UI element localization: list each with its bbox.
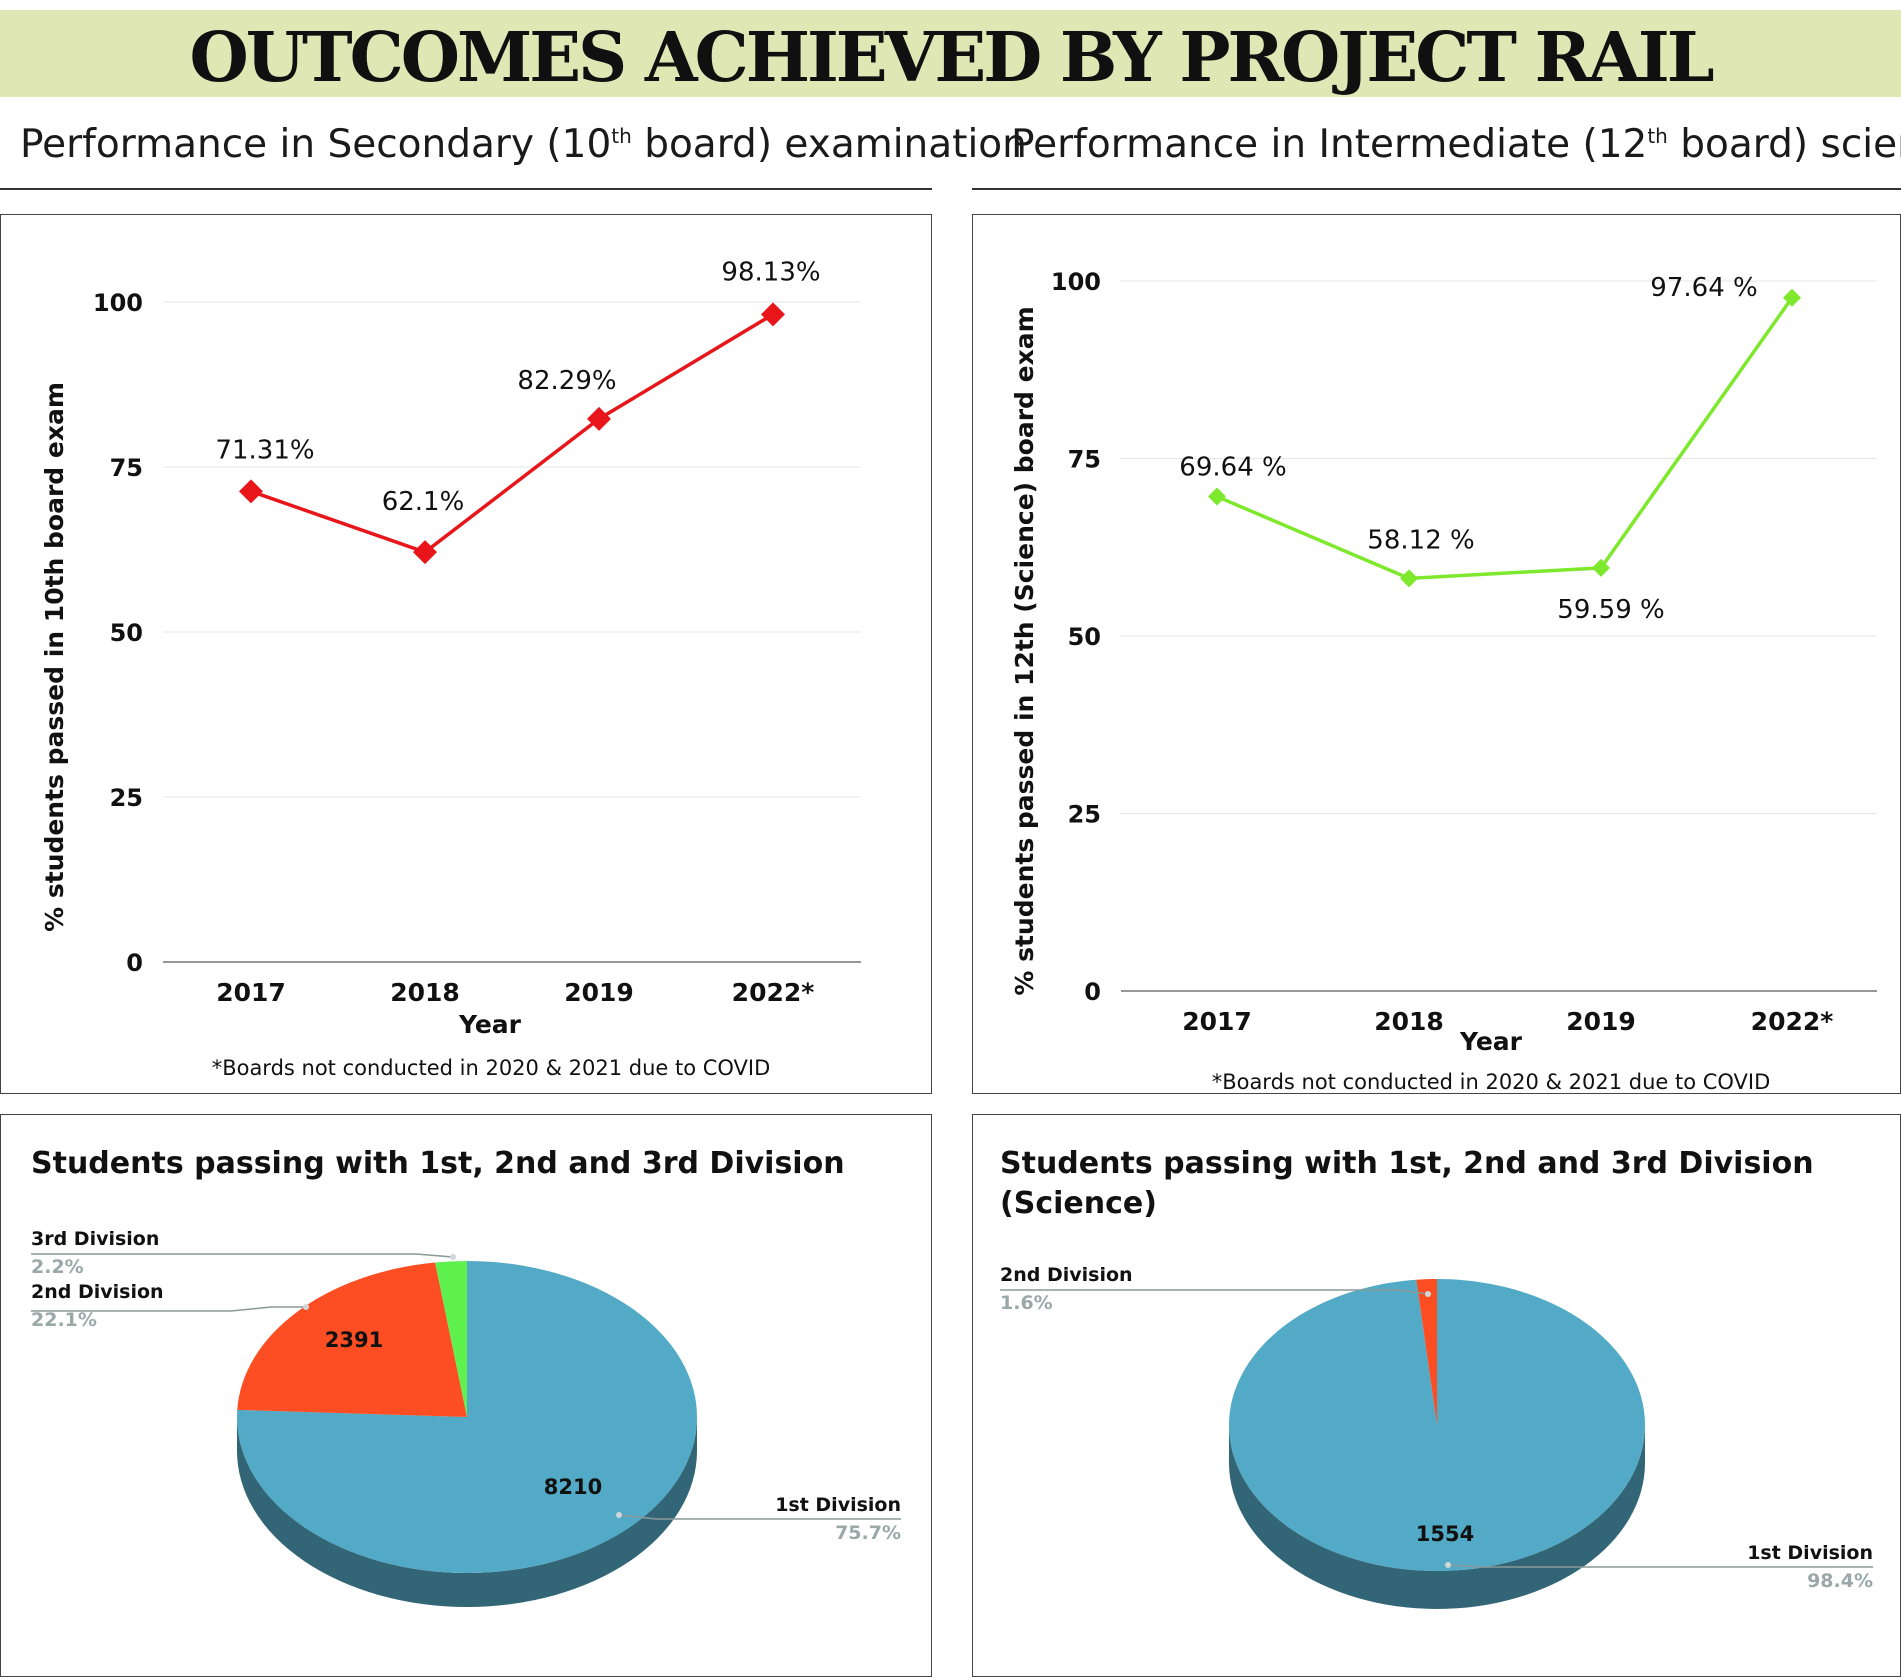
label-1st-division: 1st Division	[775, 1494, 901, 1516]
y-tick-label: 25	[110, 784, 143, 812]
x-tick-label: 2019	[564, 978, 634, 1007]
pie-slice-2nd-division	[1416, 1279, 1437, 1425]
pie-chart-panel-secondary: Students passing with 1st, 2nd and 3rd D…	[0, 1114, 932, 1677]
data-label-2017: 71.31%	[215, 435, 314, 465]
line-chart-secondary: 0 25 50 75 100 2017 2018 2019 2022* % students p…	[40, 257, 861, 1080]
section-title-intermediate: Performance in Intermediate (12th board)…	[1011, 122, 1901, 167]
pie-title: Students passing with 1st, 2nd and 3rd D…	[31, 1146, 845, 1181]
data-label-2018: 58.12 %	[1367, 525, 1474, 555]
line-chart-panel-secondary: 0 25 50 75 100 2017 2018 2019 2022* % students p…	[0, 214, 932, 1094]
pie-slice-3rd-division	[435, 1261, 467, 1417]
leader-dot	[303, 1304, 309, 1310]
data-point-2017	[239, 479, 263, 504]
pie-chart-secondary: Students passing with 1st, 2nd and 3rd D…	[31, 1146, 901, 1607]
x-axis-label: Year	[458, 1010, 522, 1039]
y-tick-label: 100	[93, 289, 143, 317]
series-line	[250, 312, 774, 555]
pie-chart-science: Students passing with 1st, 2nd and 3rd D…	[1000, 1146, 1873, 1609]
leader-line	[31, 1306, 306, 1312]
pct-2nd-division: 22.1%	[31, 1309, 97, 1331]
leader-dot	[616, 1512, 622, 1518]
x-tick-label: 2018	[1374, 1007, 1444, 1036]
leader-dot	[1445, 1562, 1451, 1568]
x-tick-label: 2022*	[732, 978, 815, 1007]
x-tick-label: 2018	[390, 978, 460, 1007]
data-label-2019: 82.29%	[517, 366, 616, 396]
y-axis-label: % students passed in 10th board exam	[40, 382, 69, 932]
data-point-2019	[1592, 558, 1610, 577]
line-chart-panel-intermediate: 0 25 50 75 100 2017 2018 2019 2022* % students p…	[972, 214, 1901, 1094]
chart-note: *Boards not conducted in 2020 & 2021 due…	[212, 1056, 771, 1080]
value-2nd-division: 2391	[325, 1328, 383, 1352]
data-point-2022*	[1783, 288, 1801, 307]
data-point-2019	[587, 406, 611, 431]
y-tick-label: 0	[1084, 978, 1101, 1006]
x-tick-label: 2022*	[1751, 1007, 1834, 1036]
data-label-2017: 69.64 %	[1179, 453, 1286, 483]
pie-chart-panel-science: Students passing with 1st, 2nd and 3rd D…	[972, 1114, 1901, 1677]
section-title-intermediate-text: Performance in Intermediate (12	[1011, 122, 1648, 167]
section-title-secondary-sup: th	[611, 124, 632, 148]
page-title: OUTCOMES ACHIEVED BY PROJECT RAIL	[189, 18, 1714, 98]
series-line	[1216, 296, 1794, 581]
data-point-2022*	[761, 302, 785, 327]
pct-1st-division: 75.7%	[835, 1522, 901, 1544]
x-axis-label: Year	[1459, 1027, 1523, 1056]
pie-title-line1: Students passing with 1st, 2nd and 3rd D…	[1000, 1146, 1814, 1181]
section-title-secondary: Performance in Secondary (10th board) ex…	[20, 122, 1027, 167]
data-label-2018: 62.1%	[382, 487, 465, 517]
line-chart-intermediate: 0 25 50 75 100 2017 2018 2019 2022* % students p…	[1010, 268, 1877, 1094]
x-tick-label: 2019	[1566, 1007, 1636, 1036]
y-tick-label: 100	[1051, 268, 1101, 296]
data-point-2018	[413, 540, 437, 565]
y-tick-label: 75	[1068, 446, 1101, 474]
data-label-2022*: 97.64 %	[1650, 273, 1757, 303]
pie-side	[1229, 1425, 1645, 1609]
pct-2nd-division: 1.6%	[1000, 1292, 1053, 1314]
pct-3rd-division: 2.2%	[31, 1256, 84, 1278]
data-label-2022*: 98.13%	[721, 257, 820, 287]
data-point-2017	[1208, 487, 1226, 506]
y-tick-label: 50	[110, 619, 143, 647]
section-title-intermediate-sup: th	[1647, 124, 1668, 148]
data-label-2019: 59.59 %	[1557, 595, 1664, 625]
leader-dot	[450, 1254, 456, 1260]
section-rule-right	[972, 188, 1901, 190]
value-1st-division: 8210	[544, 1475, 602, 1499]
data-point-2018	[1400, 569, 1418, 588]
leader-line	[1000, 1289, 1429, 1295]
y-tick-label: 75	[110, 454, 143, 482]
section-rule-left	[0, 188, 932, 190]
y-axis-label: % students passed in 12th (Science) boar…	[1010, 306, 1039, 995]
x-tick-label: 2017	[1182, 1007, 1252, 1036]
pct-1st-division: 98.4%	[1807, 1570, 1873, 1592]
leader-dot	[1425, 1291, 1431, 1297]
y-tick-label: 0	[126, 949, 143, 977]
value-1st-division: 1554	[1416, 1522, 1474, 1546]
y-tick-label: 25	[1068, 801, 1101, 829]
section-title-secondary-text: Performance in Secondary (10	[20, 122, 612, 167]
chart-note: *Boards not conducted in 2020 & 2021 due…	[1212, 1070, 1771, 1092]
label-1st-division: 1st Division	[1747, 1542, 1873, 1564]
pie-title-line2: (Science)	[1000, 1186, 1157, 1221]
section-title-intermediate-tail: board) science	[1680, 122, 1901, 167]
section-title-secondary-tail: board) examination	[631, 122, 1027, 167]
pie-side	[237, 1417, 697, 1607]
x-tick-label: 2017	[216, 978, 286, 1007]
pie-slice-2nd-division	[237, 1262, 467, 1417]
leader-line	[1447, 1564, 1873, 1568]
leader-line	[618, 1514, 901, 1520]
y-tick-label: 50	[1068, 623, 1101, 651]
label-3rd-division: 3rd Division	[31, 1228, 159, 1250]
leader-line	[31, 1253, 454, 1258]
label-2nd-division: 2nd Division	[31, 1281, 164, 1303]
label-2nd-division: 2nd Division	[1000, 1264, 1133, 1286]
title-banner	[0, 10, 1901, 97]
